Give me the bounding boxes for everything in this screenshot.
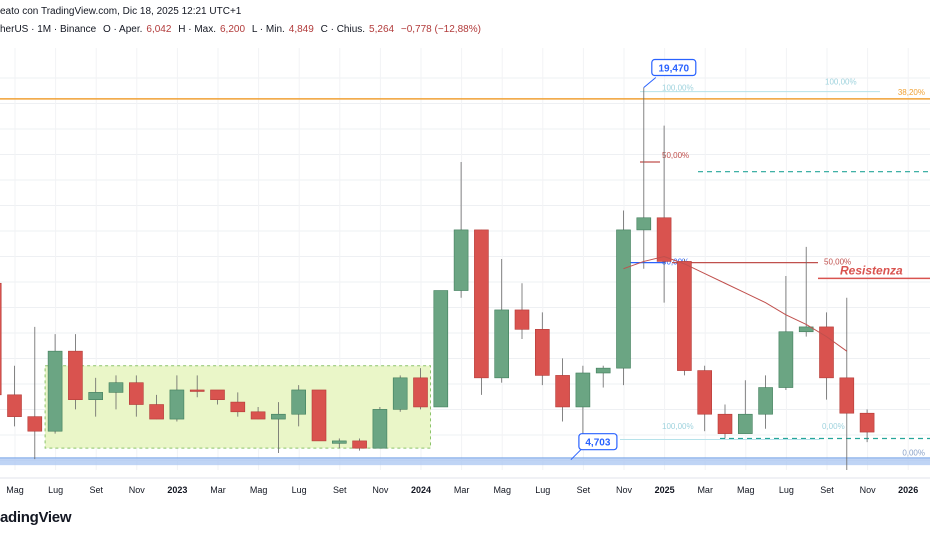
x-tick-label: Mar — [454, 485, 470, 495]
candle-down — [839, 377, 855, 414]
tradingview-logo: adingView — [0, 509, 72, 526]
x-tick-label: Lug — [48, 485, 63, 495]
x-tick-label: 2023 — [167, 485, 187, 495]
low-callout-box — [578, 433, 618, 451]
candle-down — [555, 375, 570, 408]
candle-down — [311, 389, 327, 442]
candle-up — [331, 440, 347, 444]
fib-0-right-label: 0,00% — [902, 449, 925, 458]
low-callout-label: 4,703 — [585, 438, 610, 449]
candle-up — [47, 350, 63, 432]
candle-down — [859, 412, 875, 433]
close-label: C · Chius. — [320, 24, 366, 35]
candle-up — [636, 217, 652, 231]
candle-up — [758, 387, 773, 415]
candle-up — [798, 326, 814, 333]
candle-up — [595, 367, 611, 374]
chart-header: eato con TradingView.com, Dic 18, 2025 1… — [0, 0, 930, 48]
candle-up — [372, 409, 388, 449]
open-value: 6,042 — [146, 24, 172, 35]
header-ohlc: herUS · 1M · Binance O · Aper. 6,042 H · … — [0, 24, 485, 35]
low-label: L · Min. — [251, 24, 285, 35]
candle-down — [189, 389, 205, 392]
x-tick-label: 2025 — [655, 485, 675, 495]
candle-up — [433, 290, 449, 408]
high-value: 6,200 — [220, 24, 246, 35]
high-callout-pointer — [643, 77, 657, 88]
x-tick-label: Mag — [737, 485, 755, 495]
candle-up — [88, 392, 103, 400]
candle-down — [149, 404, 164, 420]
fib-0-label: 0,00% — [822, 422, 845, 431]
candle-down — [514, 309, 530, 330]
x-tick-label: Set — [820, 485, 834, 495]
x-tick-label: 2024 — [411, 485, 431, 495]
candle-up — [778, 331, 794, 388]
x-tick-label: Nov — [860, 485, 877, 495]
x-tick-label: Set — [333, 485, 347, 495]
x-tick-label: Mag — [493, 485, 511, 495]
candle-up — [453, 229, 469, 291]
candle-down — [717, 413, 733, 434]
candle-up — [271, 413, 286, 420]
candle-down — [27, 416, 43, 432]
high-label: H · Max. — [178, 24, 216, 35]
candle-up — [169, 389, 185, 420]
high-callout-label: 19,470 — [659, 64, 690, 75]
candle-down — [534, 329, 550, 376]
fib-100-top-label: 100,00% — [662, 84, 694, 93]
candle-up — [392, 377, 408, 410]
candle-up — [616, 229, 631, 369]
high-callout-box — [651, 58, 697, 77]
candle-down — [230, 401, 246, 413]
candle-down — [819, 326, 834, 379]
candle-down — [250, 411, 266, 420]
x-tick-label: Lug — [535, 485, 550, 495]
candle-up — [494, 309, 510, 379]
candle-down — [210, 389, 225, 400]
open-label: O · Aper. — [102, 24, 143, 35]
low-callout-pointer — [570, 449, 582, 461]
fib-3820-label: 38,20% — [898, 88, 925, 97]
moving-average-line — [623, 256, 848, 352]
candle-down — [68, 350, 83, 400]
candle-down — [413, 377, 428, 408]
candle-down — [677, 261, 692, 371]
x-tick-label: Lug — [779, 485, 794, 495]
x-tick-label: Mag — [6, 485, 24, 495]
x-tick-label: 2026 — [898, 485, 918, 495]
header-credit: eato con TradingView.com, Dic 18, 2025 1… — [0, 6, 242, 17]
candle-down — [0, 282, 2, 396]
candle-down — [656, 217, 672, 262]
x-tick-label: Mar — [697, 485, 713, 495]
fib-50-lower-label: 50,00% — [824, 258, 851, 267]
resistance-label: Resistenza — [840, 263, 903, 277]
x-tick-label: Nov — [129, 485, 146, 495]
candle-down — [352, 440, 367, 449]
fib-100-right-label: 100,00% — [825, 78, 857, 87]
support-band — [0, 457, 930, 466]
x-tick-label: Lug — [292, 485, 307, 495]
candle-down — [474, 229, 489, 379]
candle-down — [697, 370, 713, 415]
candle-up — [291, 389, 307, 415]
candle-up — [737, 413, 753, 434]
x-tick-label: Nov — [372, 485, 389, 495]
x-tick-label: Set — [89, 485, 103, 495]
fib-50-upper-label: 50,00% — [662, 151, 689, 160]
x-tick-label: Nov — [616, 485, 633, 495]
symbol-label[interactable]: herUS · 1M · Binance — [0, 24, 97, 35]
candle-down — [129, 382, 144, 405]
low-value: 4,849 — [288, 24, 314, 35]
close-value: 5,264 — [369, 24, 395, 35]
x-tick-label: Set — [577, 485, 591, 495]
candle-down — [7, 394, 22, 417]
x-tick-label: Mag — [250, 485, 268, 495]
candle-up — [108, 382, 124, 393]
x-tick-label: Mar — [210, 485, 226, 495]
candle-up — [575, 372, 591, 408]
change-value: −0,778 (−12,88%) — [400, 24, 481, 35]
fib-100-low-label: 100,00% — [662, 422, 694, 431]
